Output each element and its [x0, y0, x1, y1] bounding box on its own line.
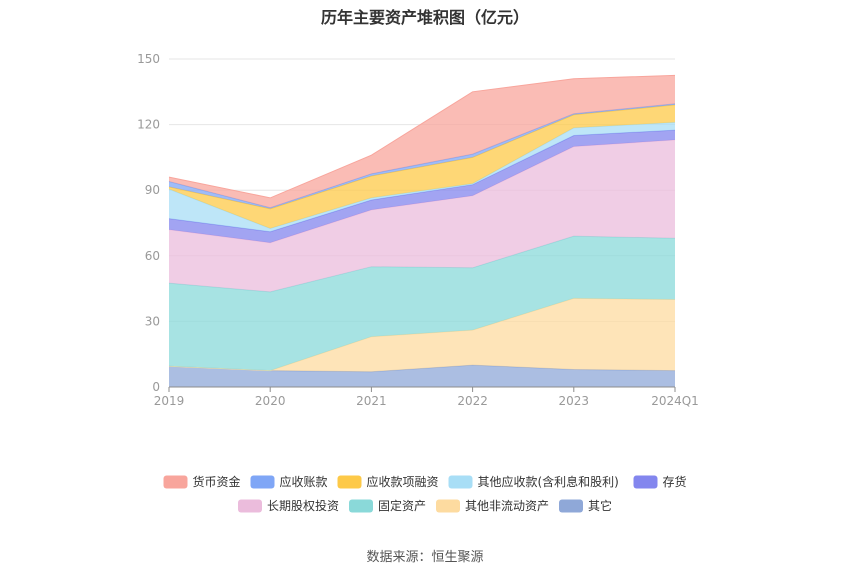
legend-item[interactable]: 固定资产	[349, 498, 426, 513]
legend-label: 货币资金	[193, 474, 241, 489]
legend-item[interactable]: 其他应收款(含利息和股利)	[448, 474, 619, 489]
legend-label: 其他应收款(含利息和股利)	[478, 474, 619, 489]
legend-swatch	[633, 475, 658, 489]
data-source: 数据来源：恒生聚源	[366, 550, 484, 565]
legend-label: 存货	[663, 474, 687, 489]
legend-label: 固定资产	[378, 498, 426, 513]
area-series-2[interactable]	[169, 236, 675, 371]
legend-item[interactable]: 应收款项融资	[337, 474, 439, 489]
legend-swatch	[337, 475, 362, 489]
legend-swatch	[436, 499, 460, 513]
legend-label: 其它	[588, 498, 612, 513]
legend-swatch	[163, 475, 188, 489]
x-tick-label: 2022	[457, 394, 488, 408]
legend-swatch	[349, 499, 373, 513]
x-tick-label: 2021	[356, 394, 387, 408]
y-tick-label: 60	[145, 249, 160, 263]
legend-swatch	[250, 475, 275, 489]
chart-title: 历年主要资产堆积图（亿元）	[320, 8, 529, 27]
x-tick-label: 2020	[255, 394, 286, 408]
legend-item[interactable]: 长期股权投资	[238, 498, 339, 513]
legend-swatch	[559, 499, 583, 513]
y-tick-label: 30	[145, 314, 160, 328]
area-series-5[interactable]	[169, 122, 675, 232]
x-tick-label: 2023	[559, 394, 590, 408]
area-series-8[interactable]	[169, 75, 675, 208]
legend-item[interactable]: 其它	[559, 498, 612, 513]
y-tick-label: 150	[137, 52, 160, 66]
area-series-4[interactable]	[169, 130, 675, 243]
legend-label: 长期股权投资	[267, 498, 339, 513]
legend-item[interactable]: 货币资金	[163, 474, 241, 489]
area-edge-8	[168, 74, 676, 199]
y-tick-label: 90	[145, 183, 160, 197]
legend-item[interactable]: 应收账款	[250, 474, 328, 489]
area-series-1[interactable]	[169, 298, 675, 372]
x-tick-label: 2019	[154, 394, 185, 408]
area-layer	[168, 74, 676, 387]
legend-swatch	[238, 499, 262, 513]
y-tick-label: 120	[137, 118, 160, 132]
legend-swatch	[448, 475, 473, 489]
area-series-3[interactable]	[169, 139, 675, 292]
y-tick-label: 0	[152, 380, 160, 394]
legend-label: 应收账款	[280, 474, 328, 489]
legend-item[interactable]: 其他非流动资产	[436, 499, 549, 513]
axis-layer: 0 30 60 90 120 150 2019 2020 2021 2022 2023 2024Q1	[137, 52, 699, 408]
legend-label: 其他非流动资产	[465, 499, 549, 513]
x-tick-label: 2024Q1	[651, 394, 699, 408]
legend-label: 应收款项融资	[367, 474, 439, 489]
area-series-0[interactable]	[169, 365, 675, 387]
legend-item[interactable]: 存货	[633, 474, 687, 489]
